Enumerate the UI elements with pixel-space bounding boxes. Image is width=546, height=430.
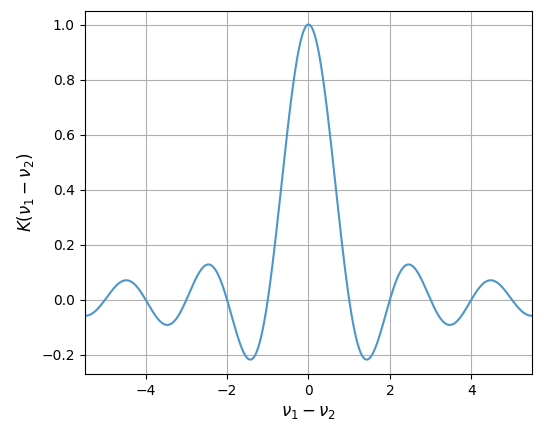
X-axis label: $\nu_1 - \nu_2$: $\nu_1 - \nu_2$ xyxy=(281,403,336,421)
Y-axis label: $K(\nu_1 - \nu_2)$: $K(\nu_1 - \nu_2)$ xyxy=(15,153,36,232)
